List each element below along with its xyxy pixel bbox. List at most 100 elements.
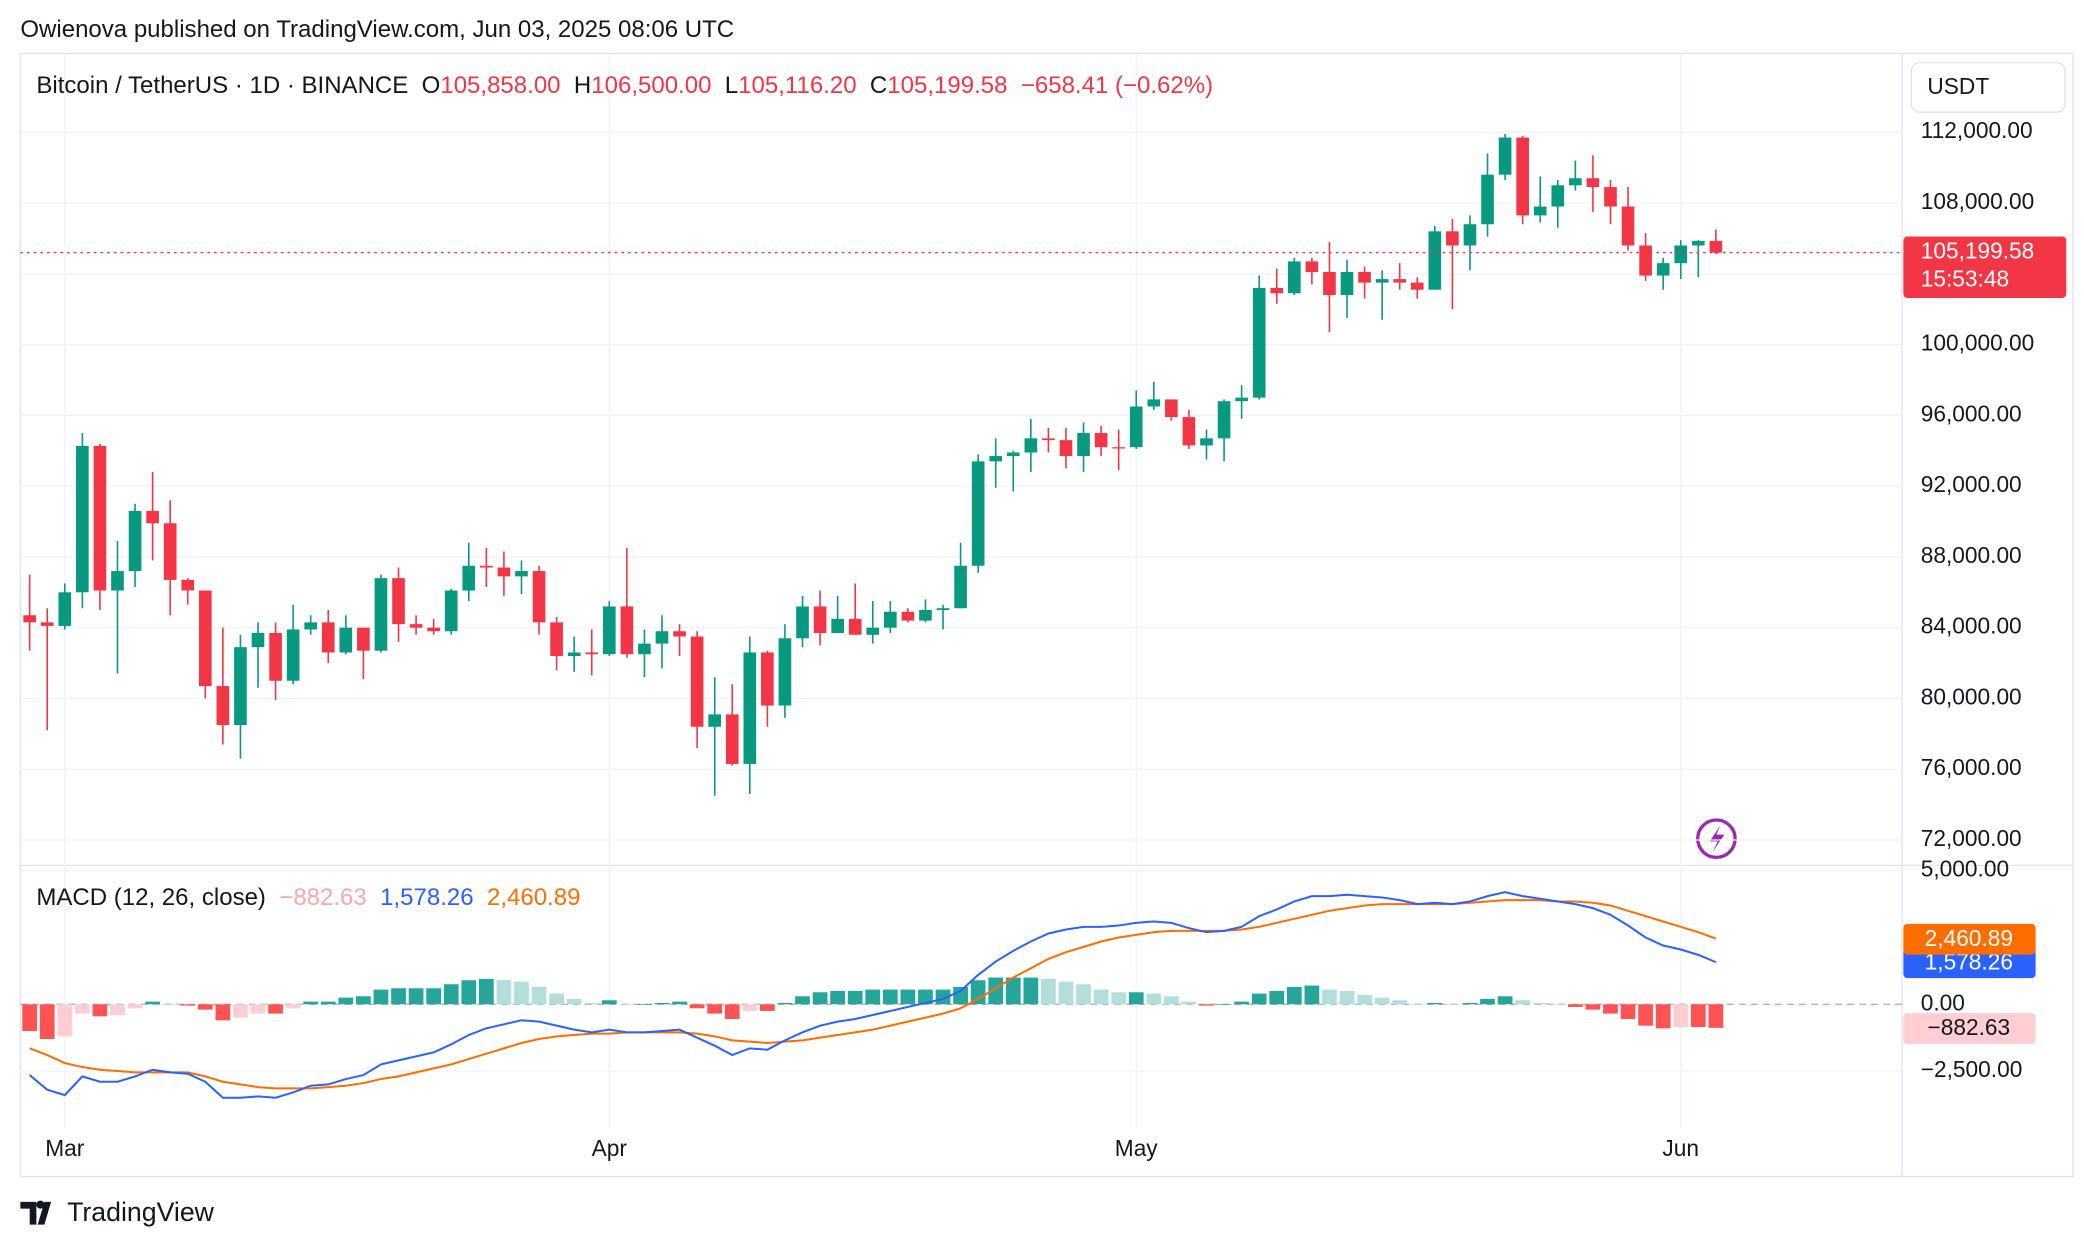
histogram-bar [303, 1001, 319, 1005]
histogram-bar [391, 988, 406, 1005]
candle-body [848, 618, 862, 635]
histogram-bar [426, 988, 442, 1005]
candle-body [1059, 440, 1073, 457]
candle-body [602, 606, 616, 655]
value-box [1903, 1013, 2036, 1044]
alert-icon[interactable] [1696, 818, 1737, 860]
histogram-bar [1427, 1002, 1443, 1005]
histogram-bar [1339, 990, 1355, 1005]
histogram-bar [953, 986, 968, 1005]
histogram-bar [1146, 993, 1162, 1005]
histogram-bar [57, 1004, 73, 1037]
candle-body [936, 608, 950, 610]
candle-body [286, 629, 300, 681]
histogram-bar [92, 1004, 108, 1017]
histogram-bar [566, 998, 582, 1005]
histogram-bar [408, 988, 424, 1005]
histogram-bar [637, 1004, 652, 1005]
candle-body [1621, 206, 1635, 246]
histogram-bar [22, 1004, 38, 1031]
histogram-bar [1462, 1002, 1478, 1005]
histogram-bar [268, 1004, 283, 1014]
histogram-bar [197, 1004, 213, 1010]
histogram-bar [882, 989, 898, 1005]
histogram-bar [760, 1004, 775, 1011]
candle-body [427, 627, 440, 632]
ohlc-key: L [725, 72, 738, 99]
ohlc-value: 105,116.20 [738, 72, 856, 99]
candle-body [831, 618, 844, 633]
histogram-bar [285, 1004, 301, 1009]
ohlc-key: C [870, 72, 887, 99]
histogram-bar [1515, 1000, 1531, 1005]
ohlc-key: O [422, 72, 441, 99]
grid [20, 53, 1903, 1129]
y-tick-label: 0.00 [1921, 989, 1965, 1015]
currency-button[interactable] [1910, 62, 2066, 113]
histogram-bar [1128, 992, 1144, 1005]
ohlc-key: H [574, 72, 591, 99]
histogram-bar [1708, 1004, 1724, 1028]
candle-body [1358, 272, 1371, 283]
candle-body [971, 461, 985, 566]
histogram-bar [461, 980, 477, 1005]
macd-value: 2,460.89 [487, 884, 580, 911]
y-tick-label: 88,000.00 [1921, 542, 2022, 568]
histogram-bar [531, 986, 547, 1005]
candle-body [866, 627, 880, 635]
candle-body [1586, 178, 1600, 188]
value-box-label: 2,460.89 [1925, 925, 2013, 951]
histogram-bar [707, 1004, 723, 1014]
histogram-bar [39, 1004, 55, 1040]
candle-body [216, 686, 230, 726]
candle-body [1674, 245, 1688, 264]
histogram-bar [601, 1000, 617, 1005]
candle-body [1656, 263, 1670, 276]
candle-body [1323, 272, 1336, 296]
y-tick-label: 84,000.00 [1921, 613, 2022, 639]
histogram-bar [356, 996, 371, 1005]
histogram-bar [127, 1004, 143, 1009]
candle-body [1006, 452, 1020, 457]
candle-body [1077, 433, 1090, 457]
candle-body [251, 632, 265, 648]
candle-body [690, 636, 704, 727]
candle-body [1235, 397, 1248, 402]
ohlc-value: 106,500.00 [591, 72, 711, 99]
candle-body [1709, 240, 1723, 253]
candle-body [462, 565, 476, 591]
candle-body [778, 638, 792, 706]
histogram-bar [110, 1004, 125, 1015]
candle-body [181, 579, 195, 591]
candle-body [1094, 433, 1108, 448]
candle-body [620, 606, 634, 655]
y-tick-label: 5,000.00 [1921, 856, 2009, 882]
candle-body [58, 592, 72, 626]
currency[interactable]: USDT [1927, 73, 1989, 99]
macd-line [29, 899, 1717, 1090]
candle-body [796, 606, 809, 639]
candle-body [1340, 272, 1354, 296]
histogram-bar [1480, 998, 1495, 1005]
candle-body [989, 456, 1003, 462]
candle-body [1305, 261, 1319, 273]
candle-body [1428, 231, 1442, 290]
alert-bolt[interactable] [1709, 825, 1725, 853]
histogram-bar [549, 993, 564, 1005]
candle-body [392, 578, 405, 625]
x-tick-label: Apr [592, 1135, 628, 1161]
x-tick-label: May [1115, 1135, 1159, 1161]
candle-body [1463, 224, 1477, 246]
histogram-bar [1532, 1002, 1548, 1005]
candle-body [1024, 438, 1038, 453]
candle-body [532, 571, 546, 623]
candle-body [1639, 245, 1652, 276]
candle-body [23, 615, 36, 623]
candle-body [550, 622, 563, 656]
candle-body [1569, 178, 1582, 186]
histogram-bar [1409, 1004, 1425, 1005]
histogram-bar [1093, 989, 1109, 1005]
histogram-bar [1445, 1004, 1460, 1005]
candle-body [93, 445, 107, 591]
